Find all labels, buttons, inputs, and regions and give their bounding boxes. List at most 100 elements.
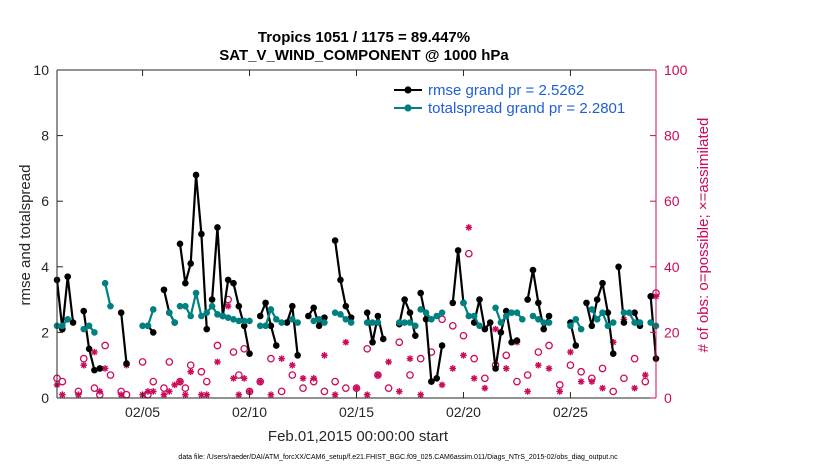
totalspread-point [203,309,211,317]
rmse-point [80,307,88,315]
obs-assimilated-marker [449,365,457,372]
obs-possible-marker [464,249,473,258]
rmse-point [363,309,371,317]
rmse-point [117,309,125,317]
rmse-point [599,279,606,287]
rmse-point [342,302,350,310]
totalspread-point [513,309,521,317]
rmse-point [235,302,243,310]
totalspread-point [235,317,243,325]
totalspread-point [85,322,93,330]
obs-assimilated-marker [353,384,360,392]
y-axis-right-label: # of obs: o=possible; ×=assimilated [695,118,712,353]
totalspread-point [230,315,237,323]
rmse-point [64,273,71,280]
y-right-tick-label: 60 [664,193,680,209]
obs-assimilated-marker [289,361,296,369]
rmse-point [529,266,537,274]
obs-assimilated-marker [567,348,574,356]
rmse-point [160,286,168,294]
rmse-point [123,360,130,367]
totalspread-point [609,319,617,326]
totalspread-point [545,319,553,326]
totalspread-point [497,319,505,326]
rmse-point [508,338,515,346]
obs-assimilated-marker [278,355,285,362]
obs-assimilated-marker [577,378,585,385]
obs-possible-marker [320,387,329,396]
rmse-point [647,293,654,300]
obs-assimilated-marker [246,388,253,395]
totalspread-point [198,312,205,320]
obs-possible-marker [459,331,468,340]
totalspread-point [187,312,195,320]
obs-possible-marker [598,364,607,373]
totalspread-point [331,309,339,317]
totalspread-point [91,329,98,336]
totalspread-point [470,312,478,320]
y-right-tick-label: 80 [664,128,680,144]
obs-possible-marker [620,374,628,383]
obs-possible-marker [331,377,339,386]
obs-assimilated-marker [230,375,237,382]
totalspread-point [588,306,596,313]
obs-possible-marker [138,358,147,366]
rmse-point [379,335,387,343]
legend: rmse grand pr = 2.5262 totalspread grand… [394,82,625,117]
rmse-line-segment [366,312,385,344]
totalspread-point [267,306,275,313]
totalspread-point [272,315,280,323]
totalspread-point [428,315,435,323]
rmse-point [198,230,205,238]
rmse-point [310,304,318,312]
totalspread-point [289,315,296,323]
rmse-point [502,307,510,315]
obs-possible-marker [106,371,115,379]
obs-assimilated-marker [256,378,264,385]
y-tick-label: 10 [33,62,49,78]
y-tick-label: 6 [41,193,49,209]
plot-background [57,70,656,398]
rmse-line-segment [585,282,615,354]
rmse-line-segment [334,240,353,319]
totalspread-point [224,314,232,321]
totalspread-point [337,311,344,318]
obs-possible-marker [229,348,238,356]
obs-assimilated-marker [176,378,184,385]
totalspread-point [347,319,355,326]
totalspread-point [80,325,88,333]
rmse-point [631,309,638,317]
y-axis-label: rmse and totalspread [17,165,34,306]
totalspread-point [417,306,424,313]
rmse-point [492,365,499,372]
totalspread-point [342,315,350,323]
obs-possible-marker [197,367,206,376]
rmse-point [481,325,489,333]
obs-assimilated-marker [406,355,414,362]
legend-spread-label: totalspread grand pr = 2.2801 [428,100,625,117]
y-tick-label: 8 [41,128,49,144]
totalspread-point [604,322,612,330]
rmse-point [272,342,280,349]
obs-possible-marker [213,341,222,350]
totalspread-point [294,319,301,326]
obs-assimilated-marker [171,381,178,389]
rmse-point [513,337,521,344]
obs-possible-marker [299,384,307,393]
totalspread-point [502,312,510,320]
rmse-point [428,378,435,385]
obs-possible-marker [502,351,511,360]
totalspread-point [208,302,216,310]
totalspread-point [182,302,189,310]
obs-possible-marker [416,354,425,363]
totalspread-point [636,319,644,326]
chart-subtitle: SAT_V_WIND_COMPONENT @ 1000 hPa [219,47,509,64]
totalspread-point [176,302,184,310]
obs-assimilated-marker [91,348,98,356]
obs-assimilated-marker [299,375,307,382]
totalspread-point [171,319,178,326]
obs-assimilated-marker [465,224,473,231]
rmse-point [535,299,542,307]
obs-assimilated-marker [310,375,318,382]
totalspread-point [363,319,371,326]
